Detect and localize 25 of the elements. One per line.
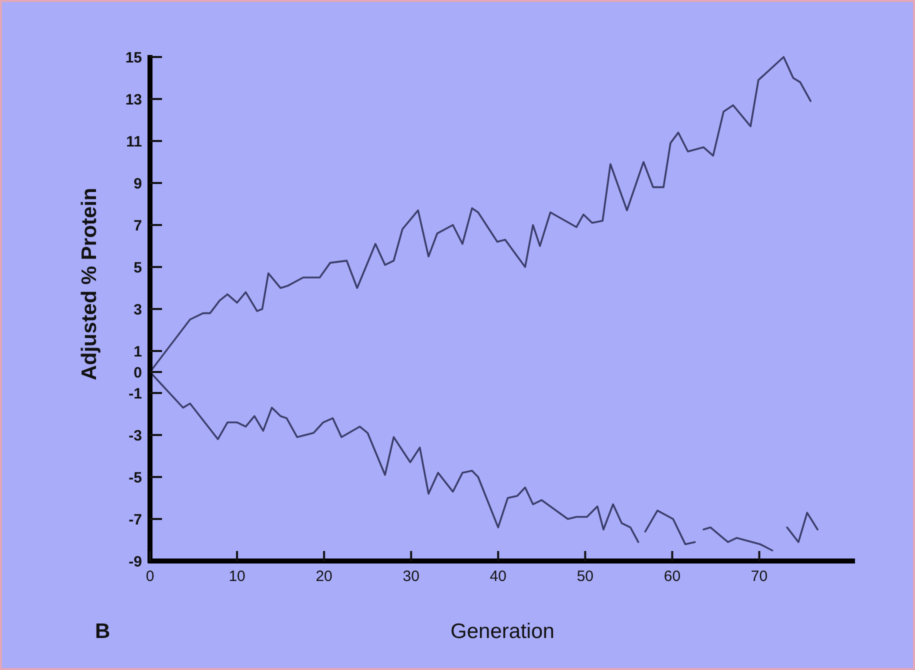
x-tick-label: 50 (576, 568, 594, 585)
y-tick-label: -1 (128, 385, 142, 402)
y-tick-label: 15 (125, 49, 142, 66)
x-tick-label: 0 (146, 568, 154, 585)
y-tick-label: -7 (128, 511, 142, 528)
y-tick-label: 9 (134, 175, 142, 192)
x-tick-label: 60 (664, 568, 681, 585)
y-tick-label: -5 (128, 469, 142, 486)
y-tick-label: -9 (128, 553, 142, 570)
y-tick-label: 7 (134, 217, 142, 234)
text: B (95, 620, 110, 643)
y-tick-label: 1 (134, 343, 142, 360)
y-tick-label: 0 (134, 364, 142, 382)
x-tick-label: 40 (490, 568, 506, 585)
y-tick-label: 3 (134, 301, 142, 318)
y-tick-label: 11 (126, 133, 142, 150)
x-tick-label: 70 (750, 568, 768, 585)
x-tick-label: 20 (316, 568, 332, 585)
x-axis-title: Generation (450, 620, 554, 643)
x-tick-label: 30 (402, 568, 420, 585)
y-tick-label: 13 (125, 91, 142, 108)
y-tick-label: -3 (128, 427, 142, 444)
x-tick-label: 10 (228, 568, 246, 585)
y-tick-label: 5 (134, 259, 142, 276)
y-axis-title: Adjusted % Protein (78, 188, 101, 380)
